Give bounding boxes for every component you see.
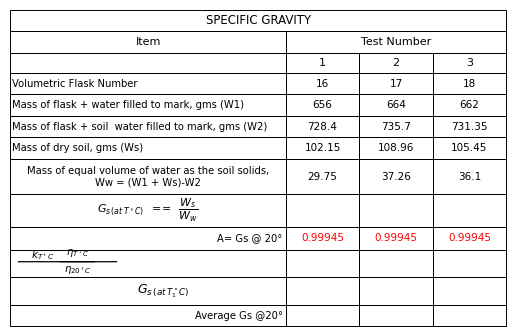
Bar (359, 73, 433, 95)
Bar (359, 53, 433, 73)
Text: 728.4: 728.4 (308, 122, 338, 132)
Bar (433, 73, 506, 95)
Bar (286, 277, 359, 305)
Bar (10, 249, 286, 277)
Text: 18: 18 (463, 79, 476, 89)
Bar (286, 249, 359, 277)
Bar (433, 138, 506, 159)
Bar (359, 305, 433, 326)
Text: Mass of equal volume of water as the soil solids,
Ww = (W1 + Ws)-W2: Mass of equal volume of water as the soi… (27, 166, 269, 187)
Text: Mass of flask + soil  water filled to mark, gms (W2): Mass of flask + soil water filled to mar… (12, 122, 268, 132)
Bar (433, 95, 506, 116)
Text: 656: 656 (313, 100, 332, 110)
Text: 36.1: 36.1 (458, 171, 481, 181)
Text: 2: 2 (392, 58, 400, 68)
Text: 16: 16 (316, 79, 329, 89)
Text: 105.45: 105.45 (451, 143, 488, 153)
Text: Item: Item (135, 37, 161, 47)
Text: Average Gs @20°: Average Gs @20° (195, 311, 283, 321)
Bar (286, 95, 359, 116)
Text: $\eta_{T^\circ C}$: $\eta_{T^\circ C}$ (66, 247, 89, 259)
Text: 0.99945: 0.99945 (448, 233, 491, 243)
Bar (433, 226, 506, 249)
Bar (10, 226, 286, 249)
Text: Volumetric Flask Number: Volumetric Flask Number (12, 79, 138, 89)
Text: $\eta_{20^\circ C}$: $\eta_{20^\circ C}$ (64, 264, 91, 276)
Bar (10, 305, 286, 326)
Bar (286, 138, 359, 159)
Text: $G_{s\,(at\,T_1^\circ C)}$: $G_{s\,(at\,T_1^\circ C)}$ (138, 282, 190, 300)
Text: 0.99945: 0.99945 (374, 233, 418, 243)
Text: 662: 662 (460, 100, 479, 110)
Bar (359, 194, 433, 226)
Text: 3: 3 (466, 58, 473, 68)
Bar (286, 194, 359, 226)
Bar (10, 53, 286, 73)
Bar (433, 159, 506, 194)
Text: 29.75: 29.75 (308, 171, 338, 181)
Text: 102.15: 102.15 (305, 143, 341, 153)
Bar (286, 73, 359, 95)
Bar (10, 277, 286, 305)
Bar (10, 116, 286, 138)
Bar (359, 277, 433, 305)
Bar (10, 138, 286, 159)
Bar (286, 116, 359, 138)
Text: 731.35: 731.35 (451, 122, 488, 132)
Bar (10, 194, 286, 226)
Bar (10, 73, 286, 95)
Bar (10, 159, 286, 194)
Text: 108.96: 108.96 (378, 143, 414, 153)
Bar (10, 10, 506, 32)
Text: 664: 664 (386, 100, 406, 110)
Bar (10, 95, 286, 116)
Bar (433, 116, 506, 138)
Text: 0.99945: 0.99945 (301, 233, 344, 243)
Bar (359, 249, 433, 277)
Text: $G_{s\,(at\,T^\circ C)}\;\;{=\!\!=}\;\;\dfrac{W_s}{W_w}$: $G_{s\,(at\,T^\circ C)}\;\;{=\!\!=}\;\;\… (97, 197, 199, 224)
Bar (10, 32, 286, 53)
Text: 1: 1 (319, 58, 326, 68)
Bar (359, 159, 433, 194)
Bar (433, 305, 506, 326)
Text: Mass of flask + water filled to mark, gms (W1): Mass of flask + water filled to mark, gm… (12, 100, 245, 110)
Text: $k_{T^\circ C}$: $k_{T^\circ C}$ (31, 248, 54, 262)
Bar (433, 194, 506, 226)
Bar (286, 159, 359, 194)
Text: 17: 17 (389, 79, 403, 89)
Text: A= Gs @ 20°: A= Gs @ 20° (217, 233, 283, 243)
Text: SPECIFIC GRAVITY: SPECIFIC GRAVITY (206, 14, 311, 27)
Bar (286, 32, 506, 53)
Bar (359, 116, 433, 138)
Bar (433, 277, 506, 305)
Text: 735.7: 735.7 (381, 122, 411, 132)
Bar (359, 226, 433, 249)
Text: 37.26: 37.26 (381, 171, 411, 181)
Bar (359, 95, 433, 116)
Bar (433, 249, 506, 277)
Text: Test Number: Test Number (361, 37, 431, 47)
Bar (433, 53, 506, 73)
Bar (359, 138, 433, 159)
Bar (286, 226, 359, 249)
Text: Mass of dry soil, gms (Ws): Mass of dry soil, gms (Ws) (12, 143, 144, 153)
Bar (286, 305, 359, 326)
Bar (286, 53, 359, 73)
